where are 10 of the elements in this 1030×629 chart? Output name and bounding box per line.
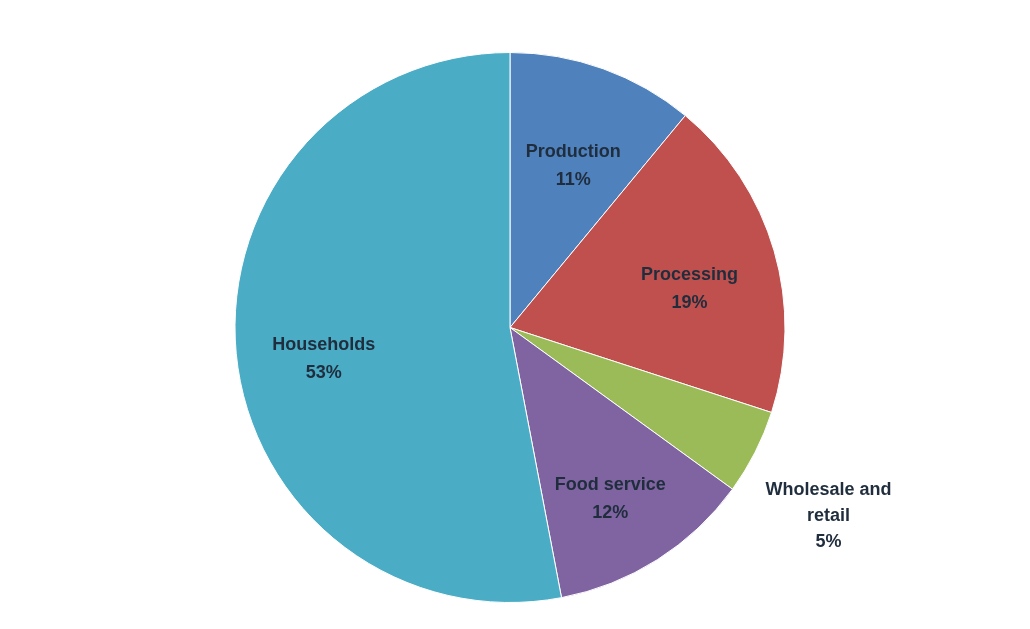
slice-label: Food service [554,474,666,495]
slice-label: Processing [641,264,739,285]
slice-label: Households [272,334,376,355]
data-label: 19% [671,292,708,313]
data-label: 12% [592,502,629,523]
slice-label: Wholesale and retail [765,478,892,525]
data-label: 53% [305,362,342,383]
data-label: 5% [815,530,842,551]
slice-label: Production [525,140,621,161]
data-label: 11% [555,168,591,189]
